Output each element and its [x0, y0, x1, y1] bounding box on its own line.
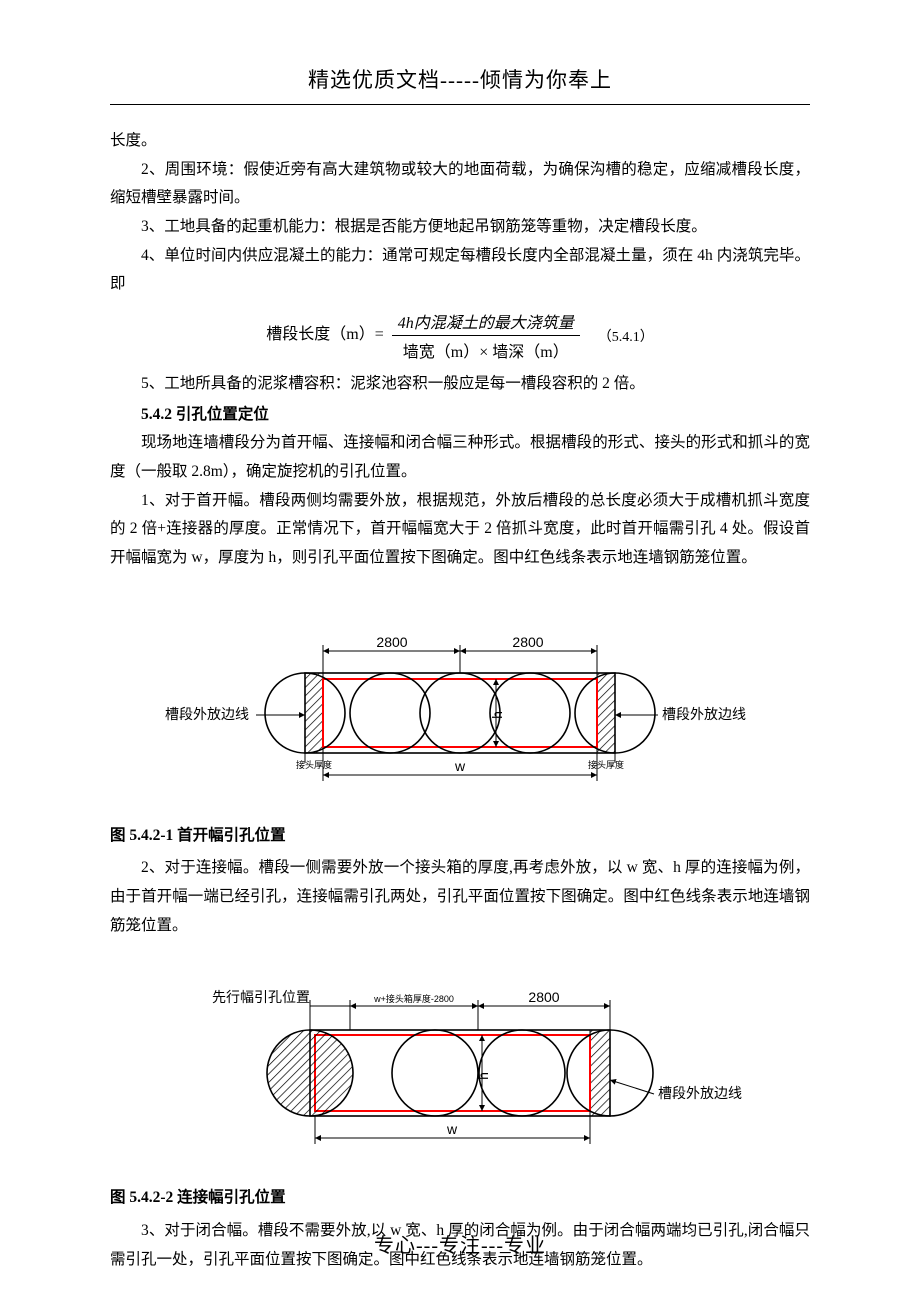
body: 长度。 2、周围环境：假使近旁有高大建筑物或较大的地面荷载，为确保沟槽的稳定，应…: [110, 127, 810, 1274]
p3: 3、工地具备的起重机能力：根据是否能方便地起吊钢筋笼等重物，决定槽段长度。: [110, 213, 810, 242]
fig1-lbl-right: 槽段外放边线: [662, 706, 746, 722]
formula-num: 4h内混凝土的最大浇筑量: [392, 309, 580, 336]
formula-frac: 4h内混凝土的最大浇筑量 墙宽（m）× 墙深（m）: [392, 309, 580, 362]
formula-left: 槽段长度（m）=: [266, 326, 383, 343]
fig2-caption: 图 5.4.2-2 连接幅引孔位置: [110, 1184, 810, 1213]
fig2-prev-lbl: 先行幅引孔位置: [212, 989, 310, 1005]
fig1-w: w: [454, 758, 466, 774]
p5: 5、工地所具备的泥浆槽容积：泥浆池容积一般应是每一槽段容积的 2 倍。: [110, 370, 810, 399]
fig2-out-lbl: 槽段外放边线: [658, 1085, 742, 1101]
figure-1: 2800 2800 w h 槽段外放边线 槽段外放边线 接头厚度 接头厚度: [110, 603, 810, 808]
fig1-h: h: [489, 711, 505, 719]
fig1-join-r: 接头厚度: [588, 759, 624, 770]
fig1-lbl-left: 槽段外放边线: [165, 706, 249, 722]
fig1-caption: 图 5.4.2-1 首开幅引孔位置: [110, 822, 810, 851]
fig2-dim-r: 2800: [528, 989, 559, 1005]
p2: 2、周围环境：假使近旁有高大建筑物或较大的地面荷载，为确保沟槽的稳定，应缩减槽段…: [110, 156, 810, 213]
fig2-w: w: [446, 1121, 458, 1137]
p542-2: 2、对于连接幅。槽段一侧需要外放一个接头箱的厚度,再考虑外放，以 w 宽、h 厚…: [110, 854, 810, 940]
fig2-h: h: [475, 1073, 491, 1081]
fig2-mid-lbl: w+接头箱厚度-2800: [373, 993, 454, 1004]
formula-den: 墙宽（m）× 墙深（m）: [392, 336, 580, 362]
formula: 槽段长度（m）= 4h内混凝土的最大浇筑量 墙宽（m）× 墙深（m） （5.4.…: [110, 309, 810, 362]
fig1-join-l: 接头厚度: [296, 759, 332, 770]
sec-542: 5.4.2 引孔位置定位: [110, 401, 810, 430]
p542a: 现场地连墙槽段分为首开幅、连接幅和闭合幅三种形式。根据槽段的形式、接头的形式和抓…: [110, 429, 810, 486]
figure-2-svg: w+接头箱厚度-2800 2800 先行幅引孔位置 w h 槽段外放边线: [160, 970, 760, 1165]
p4: 4、单位时间内供应混凝土的能力：通常可规定每槽段长度内全部混凝土量，须在 4h …: [110, 242, 810, 299]
figure-2: w+接头箱厚度-2800 2800 先行幅引孔位置 w h 槽段外放边线: [110, 970, 810, 1170]
fig1-dim-r: 2800: [512, 634, 543, 650]
fig1-dim-l: 2800: [376, 634, 407, 650]
page-header: 精选优质文档-----倾情为你奉上: [110, 64, 810, 105]
formula-label: （5.4.1）: [598, 330, 654, 345]
figure-1-svg: 2800 2800 w h 槽段外放边线 槽段外放边线 接头厚度 接头厚度: [160, 603, 760, 803]
p-len: 长度。: [110, 127, 810, 156]
page-footer: 专心---专注---专业: [0, 1229, 920, 1258]
p542-1: 1、对于首开幅。槽段两侧均需要外放，根据规范，外放后槽段的总长度必须大于成槽机抓…: [110, 487, 810, 573]
